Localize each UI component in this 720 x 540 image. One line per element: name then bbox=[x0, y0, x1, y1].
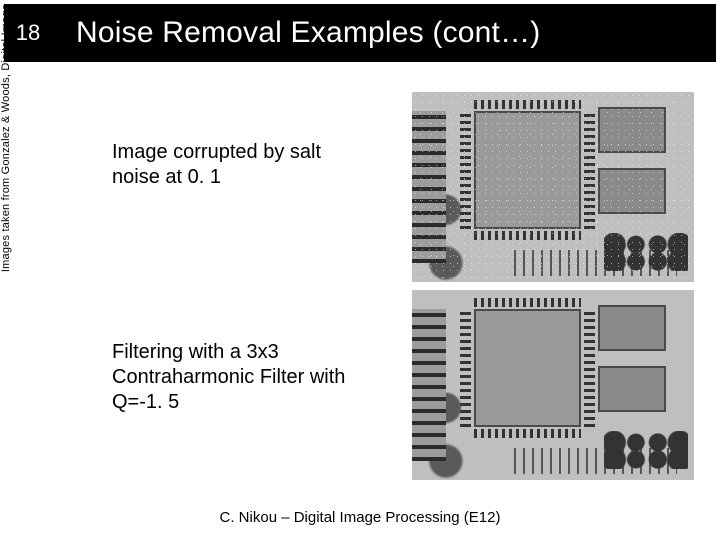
chip-pins-icon bbox=[474, 231, 581, 241]
chip-pins-icon bbox=[460, 111, 471, 229]
circuit-board-icon bbox=[412, 290, 694, 480]
chip-pins-icon bbox=[474, 100, 581, 110]
chip-icon bbox=[598, 107, 666, 153]
chip-icon bbox=[598, 168, 666, 214]
chip-icon bbox=[474, 309, 581, 427]
chip-icon bbox=[598, 305, 666, 351]
circuit-board-icon bbox=[412, 92, 694, 282]
slide: 18 Noise Removal Examples (cont…) Images… bbox=[0, 0, 720, 540]
footer-text: C. Nikou – Digital Image Processing (E12… bbox=[0, 509, 720, 526]
caption-noisy-image: Image corrupted by salt noise at 0. 1 bbox=[112, 140, 372, 190]
pcb-vias-icon bbox=[604, 431, 689, 469]
image-credit-sidebar: Images taken from Gonzalez & Woods, Digi… bbox=[0, 0, 12, 300]
connector-pins-icon bbox=[412, 309, 446, 461]
figure-noisy-image bbox=[412, 92, 694, 282]
slide-title: Noise Removal Examples (cont…) bbox=[52, 16, 716, 50]
figure-filtered-image bbox=[412, 290, 694, 480]
chip-icon bbox=[598, 366, 666, 412]
chip-pins-icon bbox=[474, 298, 581, 308]
chip-pins-icon bbox=[584, 309, 595, 427]
chip-pins-icon bbox=[460, 309, 471, 427]
chip-icon bbox=[474, 111, 581, 229]
caption-filtered-image: Filtering with a 3x3 Contraharmonic Filt… bbox=[112, 340, 392, 415]
chip-pins-icon bbox=[584, 111, 595, 229]
chip-pins-icon bbox=[474, 429, 581, 439]
pcb-vias-icon bbox=[604, 233, 689, 271]
connector-pins-icon bbox=[412, 111, 446, 263]
header-bar: 18 Noise Removal Examples (cont…) bbox=[4, 4, 716, 62]
